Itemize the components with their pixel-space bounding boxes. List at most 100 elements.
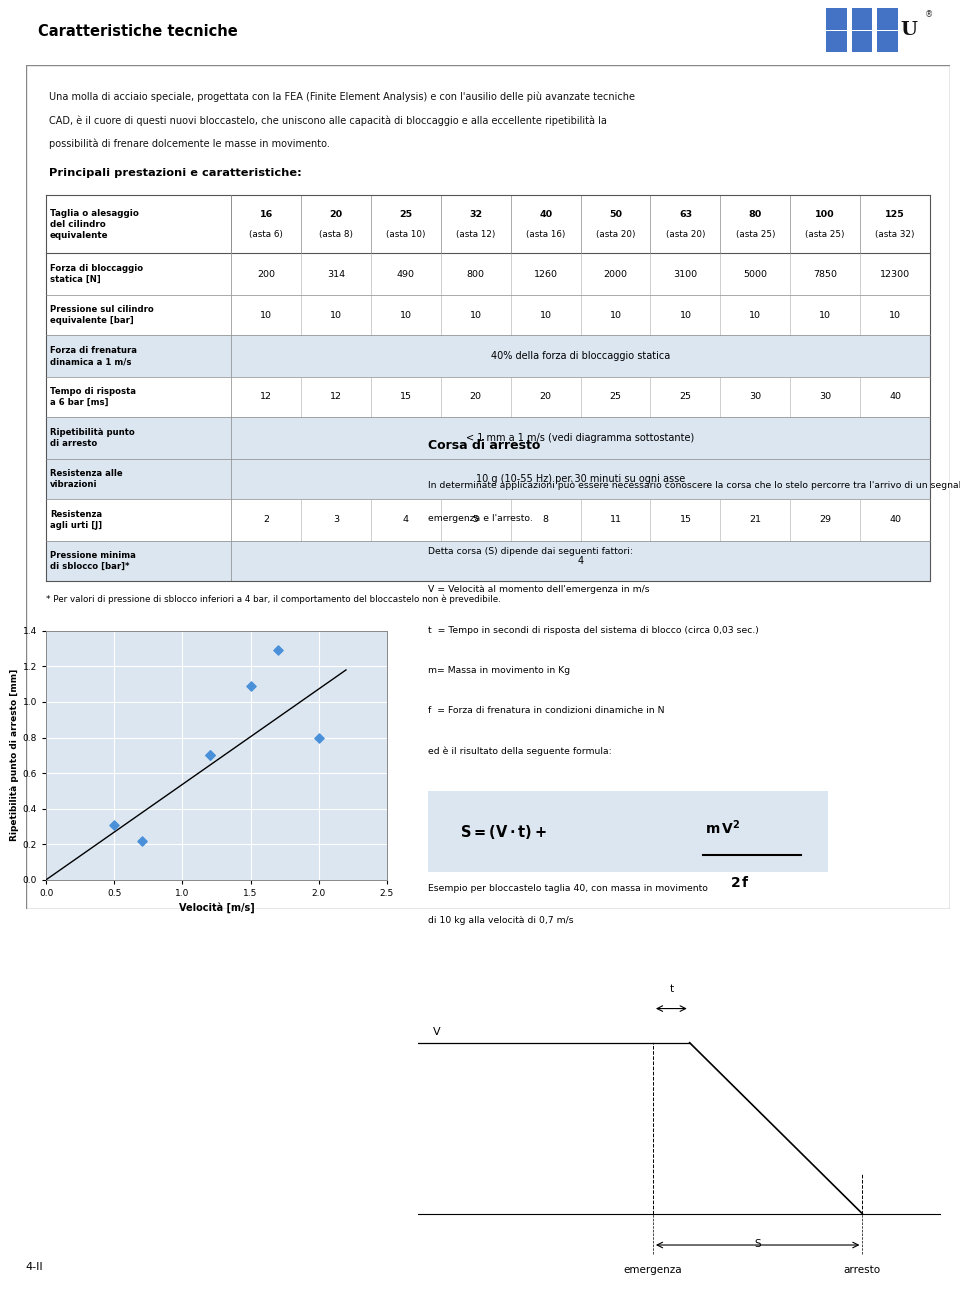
Text: emergenza: emergenza bbox=[624, 1265, 683, 1275]
Text: 40: 40 bbox=[540, 210, 552, 219]
Text: 4-II: 4-II bbox=[26, 1263, 43, 1272]
Text: t  = Tempo in secondi di risposta del sistema di blocco (circa 0,03 sec.): t = Tempo in secondi di risposta del sis… bbox=[428, 626, 759, 635]
Text: 25: 25 bbox=[610, 392, 621, 401]
Text: 3: 3 bbox=[333, 516, 339, 525]
Text: Ripetibilità punto
di arresto: Ripetibilità punto di arresto bbox=[50, 428, 134, 448]
Text: In determinate applicazioni può essere necessario conoscere la corsa che lo stel: In determinate applicazioni può essere n… bbox=[428, 480, 960, 490]
Text: 800: 800 bbox=[467, 270, 485, 279]
Bar bbox=[46, 295, 930, 335]
Text: possibilità di frenare dolcemente le masse in movimento.: possibilità di frenare dolcemente le mas… bbox=[49, 139, 330, 150]
Text: V: V bbox=[433, 1027, 441, 1037]
Bar bbox=[46, 253, 930, 295]
Text: (asta 32): (asta 32) bbox=[876, 230, 915, 239]
Text: 200: 200 bbox=[257, 270, 276, 279]
Text: 15: 15 bbox=[680, 516, 691, 525]
Text: 2: 2 bbox=[263, 516, 269, 525]
Text: 10: 10 bbox=[750, 311, 761, 320]
Text: 100: 100 bbox=[815, 210, 835, 219]
Text: (asta 8): (asta 8) bbox=[319, 230, 353, 239]
Text: Pressione sul cilindro
equivalente [bar]: Pressione sul cilindro equivalente [bar] bbox=[50, 304, 154, 325]
Bar bbox=[46, 417, 930, 459]
Text: 40: 40 bbox=[889, 516, 901, 525]
Text: * Per valori di pressione di sblocco inferiori a 4 bar, il comportamento del blo: * Per valori di pressione di sblocco inf… bbox=[46, 595, 501, 604]
Text: 10: 10 bbox=[610, 311, 621, 320]
Point bbox=[107, 814, 122, 835]
Text: Pressione minima
di sblocco [bar]*: Pressione minima di sblocco [bar]* bbox=[50, 551, 135, 571]
Text: 314: 314 bbox=[327, 270, 345, 279]
Y-axis label: Ripetibilità punto di arresto [mm]: Ripetibilità punto di arresto [mm] bbox=[10, 670, 18, 841]
Text: 3100: 3100 bbox=[673, 270, 698, 279]
Text: 490: 490 bbox=[396, 270, 415, 279]
Text: CAD, è il cuore di questi nuovi bloccastelo, che uniscono alle capacità di blocc: CAD, è il cuore di questi nuovi bloccast… bbox=[49, 115, 607, 125]
Text: Resistenza
agli urti [J]: Resistenza agli urti [J] bbox=[50, 510, 102, 530]
Point bbox=[243, 676, 258, 697]
Text: 1260: 1260 bbox=[534, 270, 558, 279]
Text: ed è il risultato della seguente formula:: ed è il risultato della seguente formula… bbox=[428, 746, 612, 756]
Text: 2000: 2000 bbox=[604, 270, 628, 279]
Text: 125: 125 bbox=[885, 210, 905, 219]
Text: 4: 4 bbox=[403, 516, 409, 525]
Text: $\mathbf{m\,V^2}$: $\mathbf{m\,V^2}$ bbox=[706, 819, 741, 837]
Text: 30: 30 bbox=[819, 392, 831, 401]
Text: $\mathbf{2\,f}$: $\mathbf{2\,f}$ bbox=[730, 875, 750, 890]
Text: High-Tech: High-Tech bbox=[8, 457, 18, 517]
Bar bbox=[827, 8, 847, 30]
Text: 7850: 7850 bbox=[813, 270, 837, 279]
Text: Forza di frenatura
dinamica a 1 m/s: Forza di frenatura dinamica a 1 m/s bbox=[50, 346, 137, 366]
Bar bbox=[428, 791, 828, 872]
Text: 12: 12 bbox=[330, 392, 342, 401]
Text: ®: ® bbox=[924, 10, 933, 18]
Text: 80: 80 bbox=[749, 210, 762, 219]
Text: 29: 29 bbox=[819, 516, 831, 525]
Point bbox=[270, 640, 285, 660]
Text: 10: 10 bbox=[680, 311, 691, 320]
Bar bbox=[46, 196, 930, 253]
Text: t: t bbox=[669, 984, 673, 995]
Text: 10: 10 bbox=[400, 311, 412, 320]
Text: (asta 10): (asta 10) bbox=[386, 230, 425, 239]
Text: 16: 16 bbox=[259, 210, 273, 219]
Text: Esempio per bloccastelo taglia 40, con massa in movimento: Esempio per bloccastelo taglia 40, con m… bbox=[428, 885, 708, 894]
Bar bbox=[46, 459, 930, 499]
Bar bbox=[877, 8, 898, 30]
Bar bbox=[827, 31, 847, 52]
Point bbox=[202, 744, 217, 765]
Text: 20: 20 bbox=[329, 210, 343, 219]
Text: Principali prestazioni e caratteristiche:: Principali prestazioni e caratteristiche… bbox=[49, 168, 301, 178]
Text: Una molla di acciaio speciale, progettata con la FEA (Finite Element Analysis) e: Una molla di acciaio speciale, progettat… bbox=[49, 92, 635, 102]
Text: (asta 6): (asta 6) bbox=[250, 230, 283, 239]
Text: 20: 20 bbox=[469, 392, 482, 401]
Text: Forza di bloccaggio
statica [N]: Forza di bloccaggio statica [N] bbox=[50, 264, 143, 284]
Text: S: S bbox=[755, 1240, 761, 1249]
Point bbox=[311, 728, 326, 748]
Text: (asta 25): (asta 25) bbox=[735, 230, 775, 239]
Text: 32: 32 bbox=[469, 210, 482, 219]
Bar bbox=[46, 377, 930, 417]
Text: 12: 12 bbox=[260, 392, 272, 401]
X-axis label: Velocità [m/s]: Velocità [m/s] bbox=[179, 902, 254, 913]
Text: 10: 10 bbox=[469, 311, 482, 320]
Text: 10 g (10-55 Hz) per 30 minuti su ogni asse: 10 g (10-55 Hz) per 30 minuti su ogni as… bbox=[476, 473, 685, 484]
Text: 5000: 5000 bbox=[743, 270, 767, 279]
Text: 30: 30 bbox=[749, 392, 761, 401]
Text: Corsa di arresto: Corsa di arresto bbox=[428, 439, 540, 451]
Text: 11: 11 bbox=[610, 516, 621, 525]
Text: Taglia o alesaggio
del cilindro
equivalente: Taglia o alesaggio del cilindro equivale… bbox=[50, 209, 139, 240]
Text: (asta 12): (asta 12) bbox=[456, 230, 495, 239]
Text: 40% della forza di bloccaggio statica: 40% della forza di bloccaggio statica bbox=[491, 351, 670, 361]
Text: (asta 16): (asta 16) bbox=[526, 230, 565, 239]
Text: 10: 10 bbox=[819, 311, 831, 320]
Bar bbox=[46, 541, 930, 580]
Text: 25: 25 bbox=[680, 392, 691, 401]
Point bbox=[202, 744, 217, 765]
Text: U: U bbox=[900, 21, 918, 39]
Text: 8: 8 bbox=[542, 516, 549, 525]
Text: 25: 25 bbox=[399, 210, 413, 219]
Text: 12300: 12300 bbox=[880, 270, 910, 279]
Text: (asta 20): (asta 20) bbox=[596, 230, 636, 239]
Text: Resistenza alle
vibrazioni: Resistenza alle vibrazioni bbox=[50, 468, 123, 489]
Text: 10: 10 bbox=[260, 311, 272, 320]
Text: 10: 10 bbox=[540, 311, 552, 320]
Point bbox=[133, 831, 149, 851]
Bar bbox=[852, 8, 873, 30]
